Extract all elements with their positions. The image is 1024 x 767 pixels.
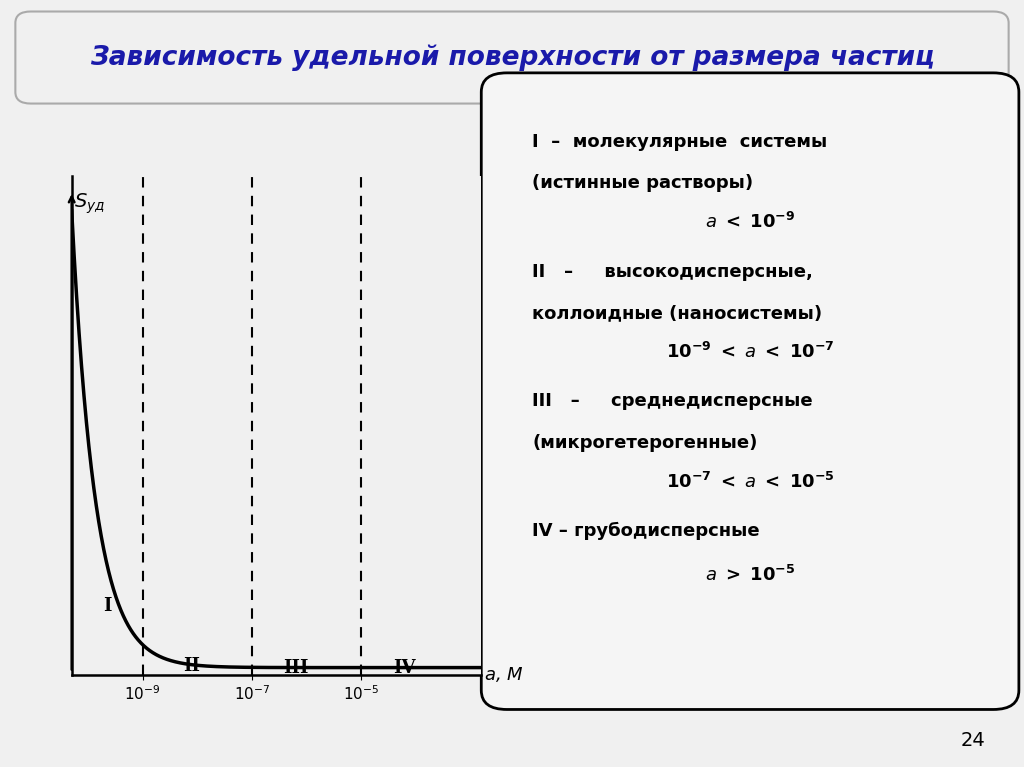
FancyBboxPatch shape (481, 73, 1019, 709)
Text: $\mathbf{10^{-9}}$ $\mathbf{<}$ $\mathbf{\mathit{a}}$ $\mathbf{<}$ $\mathbf{10^{: $\mathbf{10^{-9}}$ $\mathbf{<}$ $\mathbf… (666, 341, 835, 362)
Text: $S_{уд}$: $S_{уд}$ (75, 191, 105, 216)
Text: $\mathbf{\mathit{a}}$ $\mathbf{<}$ $\mathbf{10^{-9}}$: $\mathbf{\mathit{a}}$ $\mathbf{<}$ $\mat… (705, 212, 796, 232)
Text: I  –  молекулярные  системы: I – молекулярные системы (532, 133, 827, 151)
Text: IV: IV (393, 659, 416, 676)
Text: $\mathbf{\mathit{a}}$ $\mathbf{>}$ $\mathbf{10^{-5}}$: $\mathbf{\mathit{a}}$ $\mathbf{>}$ $\mat… (705, 565, 796, 585)
Text: (микрогетерогенные): (микрогетерогенные) (532, 434, 758, 452)
Text: 24: 24 (961, 731, 985, 749)
Text: коллоидные (наносистемы): коллоидные (наносистемы) (532, 304, 822, 322)
Text: I: I (103, 597, 112, 615)
Text: II   –     высокодисперсные,: II – высокодисперсные, (532, 262, 813, 281)
Text: III   –     среднедисперсные: III – среднедисперсные (532, 393, 813, 410)
Text: II: II (183, 657, 201, 675)
FancyBboxPatch shape (15, 12, 1009, 104)
Text: III: III (283, 659, 308, 676)
Text: Зависимость удельной поверхности от размера частиц: Зависимость удельной поверхности от разм… (90, 44, 934, 71)
Text: IV – грубодисперсные: IV – грубодисперсные (532, 522, 760, 540)
Text: $\mathbf{10^{-7}}$ $\mathbf{<}$ $\mathbf{\mathit{a}}$ $\mathbf{<}$ $\mathbf{10^{: $\mathbf{10^{-7}}$ $\mathbf{<}$ $\mathbf… (666, 472, 835, 492)
Text: (истинные растворы): (истинные растворы) (532, 174, 754, 193)
Text: $a$, М: $a$, М (484, 666, 523, 684)
